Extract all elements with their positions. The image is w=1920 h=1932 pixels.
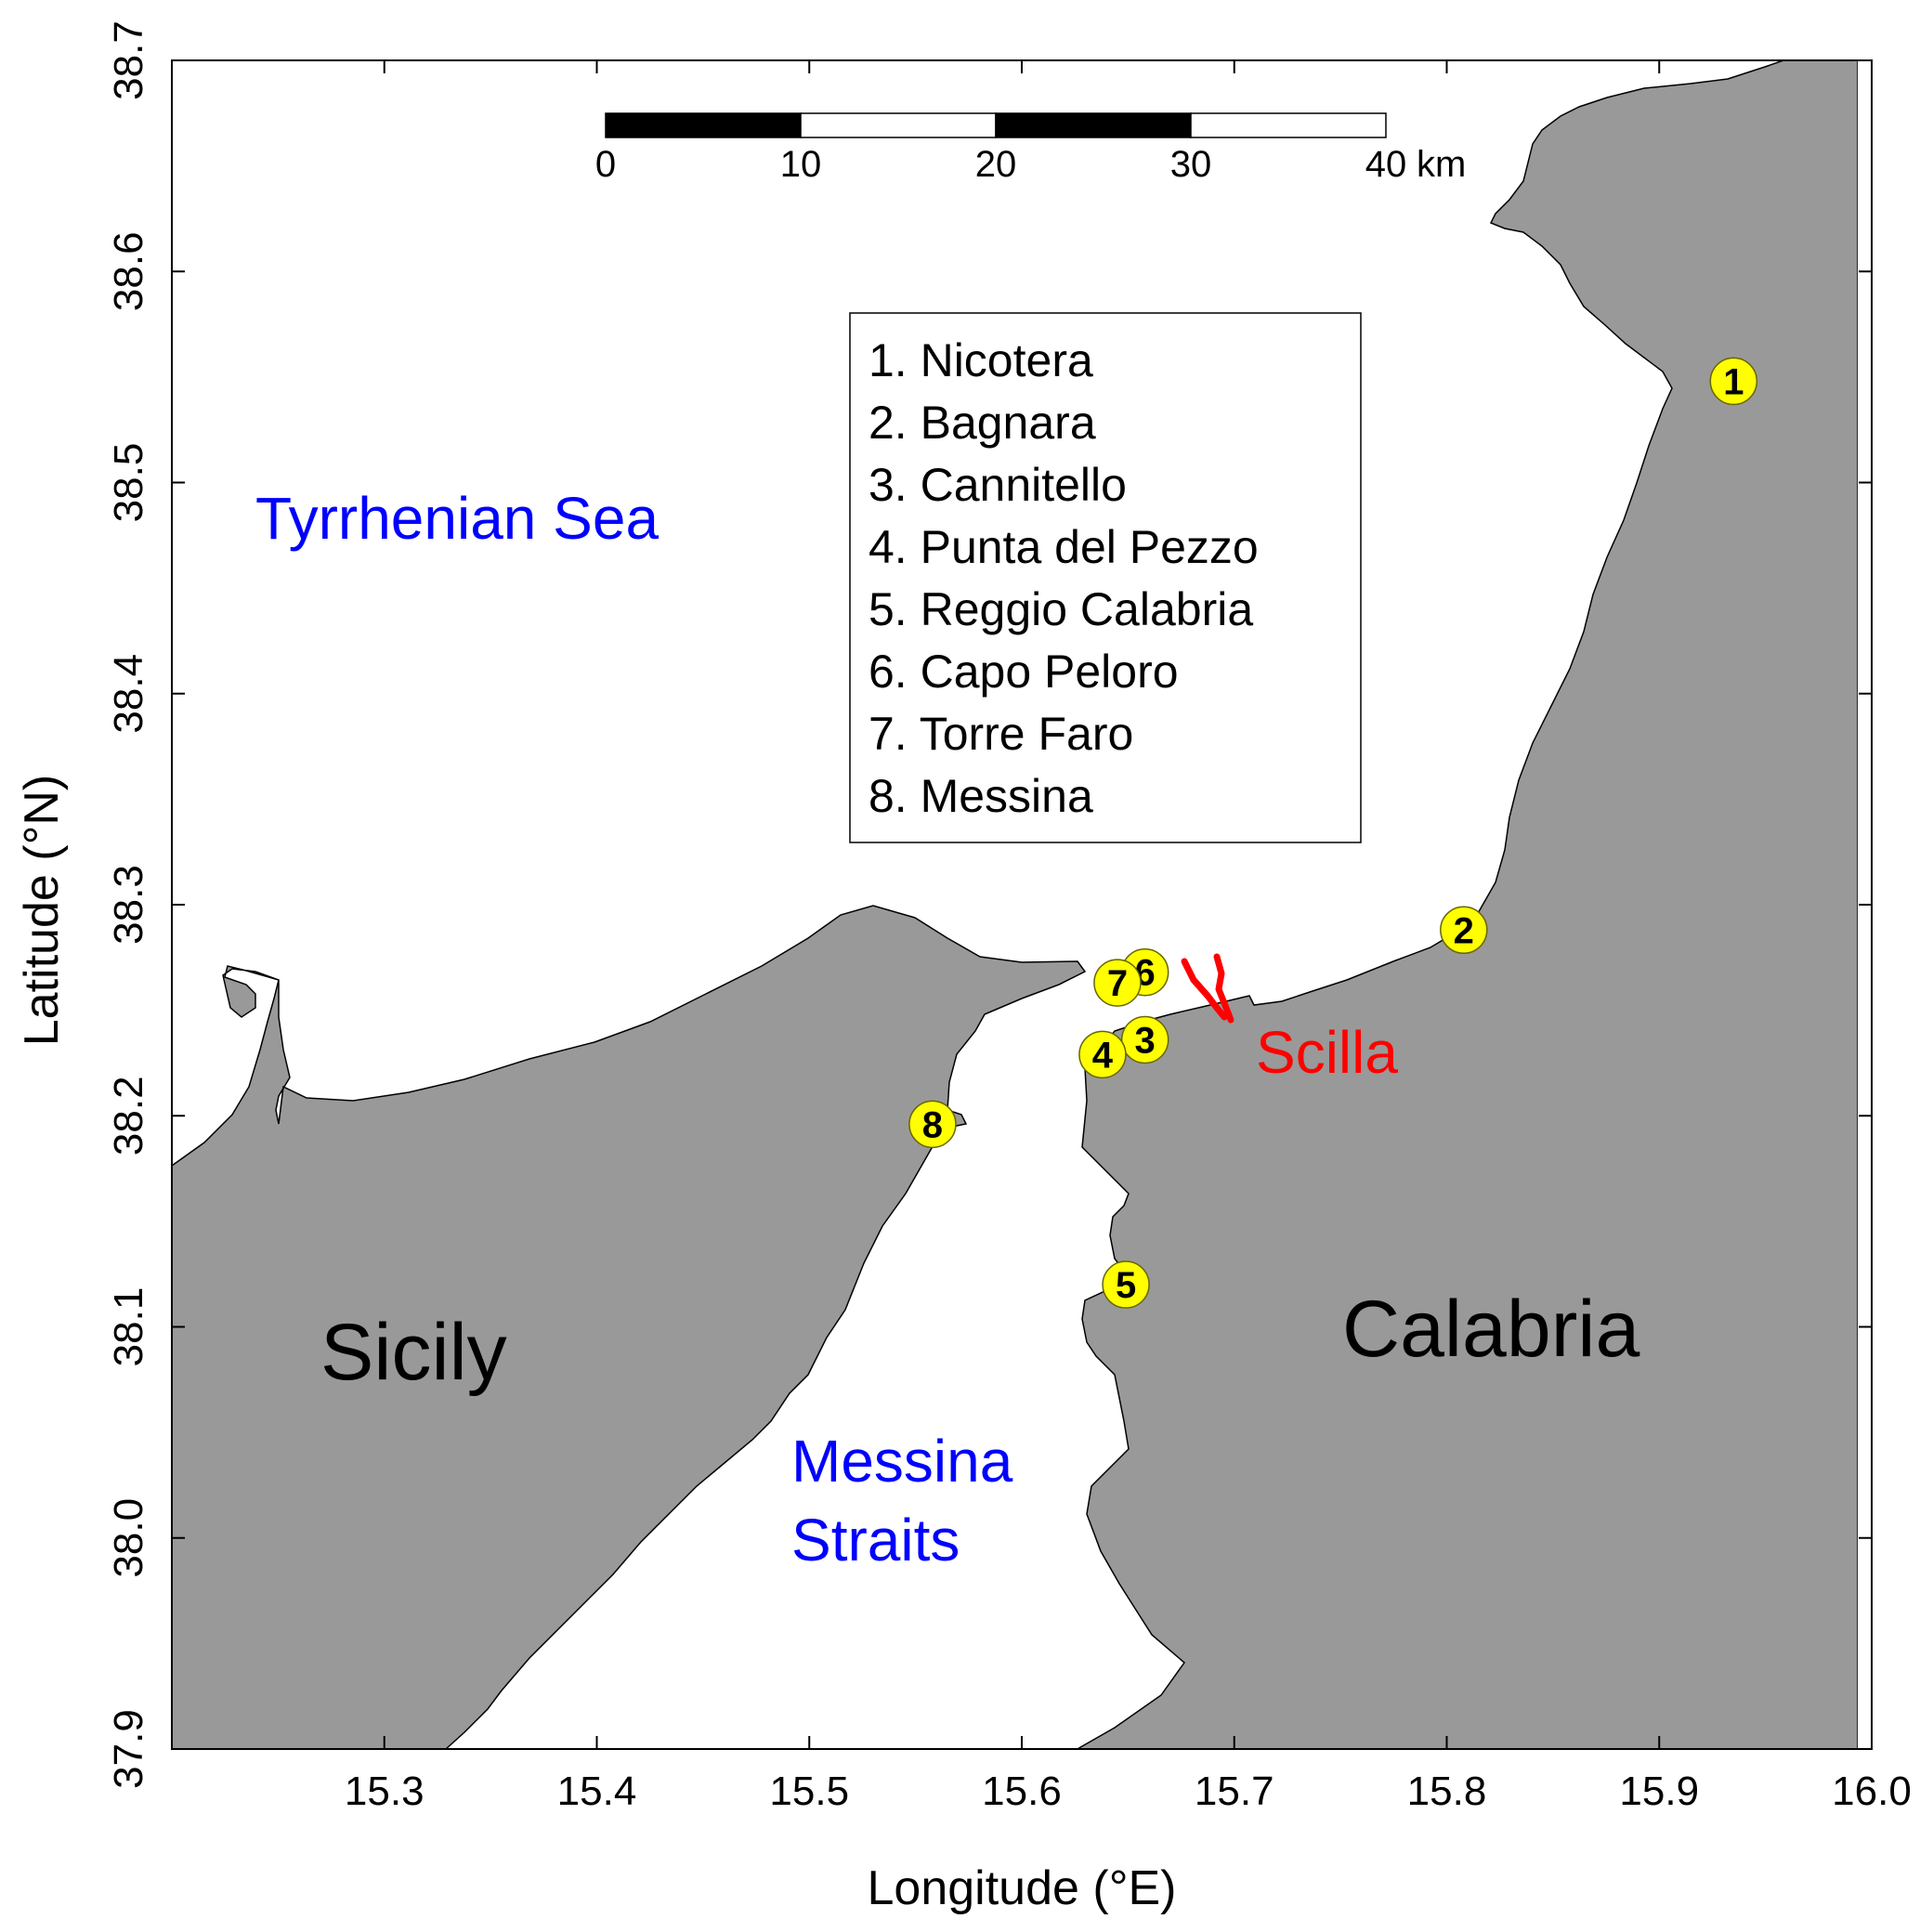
site-marker-circle [1440, 906, 1488, 955]
legend-entry: 5. Reggio Calabria [869, 583, 1253, 635]
legend-box [849, 312, 1362, 843]
legend-entry: 3. Cannitello [869, 459, 1127, 511]
scilla-transect-line [1181, 953, 1234, 1024]
calabria-label: Calabria [1342, 1285, 1639, 1374]
scale-tick-20: 20 [975, 144, 1017, 185]
site-marker-circle [1078, 1030, 1127, 1079]
y-tick-label: 38.0 [106, 1498, 151, 1578]
tyrrhenian-sea-label: Tyrrhenian Sea [255, 485, 659, 552]
legend-entry: 6. Capo Peloro [869, 646, 1179, 698]
site-marker-circle [1120, 1015, 1169, 1064]
y-tick-label: 37.9 [106, 1709, 151, 1789]
x-tick-label: 15.4 [557, 1769, 637, 1814]
y-tick-label: 38.1 [106, 1287, 151, 1367]
scale-tick-30: 30 [1170, 144, 1212, 185]
site-marker-number: 3 [1135, 1020, 1156, 1061]
sicily-landmass [171, 905, 1087, 1750]
legend-entry: 7. Torre Faro [869, 708, 1133, 760]
x-axis: 15.3 15.4 15.5 15.6 15.7 15.8 15.9 16.0 [345, 60, 1912, 1814]
x-tick-label: 15.5 [769, 1769, 849, 1814]
y-axis: 37.9 38.0 38.1 38.2 38.3 38.4 38.5 38.6 38.7 [106, 20, 1872, 1789]
site-marker: 7 [1093, 959, 1142, 1007]
scale-tick-10: 10 [780, 144, 822, 185]
site-marker: 8 [908, 1100, 957, 1149]
scale-segment-2 [800, 112, 997, 138]
x-tick-label: 15.9 [1619, 1769, 1699, 1814]
site-marker-number: 1 [1723, 361, 1744, 402]
legend-entry: 8. Messina [869, 770, 1093, 822]
site-marker-circle [908, 1100, 957, 1149]
site-marker-number: 2 [1454, 910, 1474, 951]
site-marker-number: 5 [1116, 1265, 1136, 1306]
calabria-landmass [1075, 59, 1859, 1750]
y-tick-label: 38.7 [106, 20, 151, 100]
scale-bar: 0 10 20 30 40 km [595, 112, 1466, 185]
site-marker-number: 8 [922, 1104, 943, 1145]
legend-entry: 1. Nicotera [869, 334, 1093, 386]
x-tick-label: 15.8 [1407, 1769, 1487, 1814]
scilla-label: Scilla [1256, 1019, 1398, 1086]
site-marker: 3 [1120, 1015, 1169, 1064]
site-marker: 2 [1440, 906, 1488, 955]
x-tick-label: 16.0 [1832, 1769, 1912, 1814]
scale-tick-40: 40 [1365, 144, 1407, 185]
site-marker: 5 [1102, 1260, 1150, 1309]
scale-segment-4 [1190, 112, 1387, 138]
messina-straits-label-line2: Straits [791, 1507, 960, 1573]
site-marker: 4 [1078, 1030, 1127, 1079]
messina-straits-label-line1: Messina [791, 1428, 1013, 1495]
y-tick-label: 38.4 [106, 654, 151, 734]
legend-entry: 4. Punta del Pezzo [869, 521, 1259, 573]
y-tick-label: 38.3 [106, 865, 151, 945]
scale-segment-3 [995, 112, 1192, 138]
x-tick-label: 15.7 [1195, 1769, 1274, 1814]
site-marker-circle [1093, 959, 1142, 1007]
site-marker-number: 4 [1092, 1035, 1114, 1076]
site-marker-number: 7 [1107, 963, 1128, 1004]
y-tick-label: 38.5 [106, 443, 151, 523]
y-tick-label: 38.6 [106, 231, 151, 311]
y-tick-label: 38.2 [106, 1076, 151, 1155]
x-axis-title: Longitude (°E) [868, 1861, 1177, 1915]
site-marker-circle [1102, 1260, 1150, 1309]
site-marker: 1 [1709, 357, 1758, 406]
site-marker-circle [1709, 357, 1758, 406]
x-tick-label: 15.6 [982, 1769, 1062, 1814]
scale-segment-1 [605, 112, 802, 138]
legend: 1. Nicotera 2. Bagnara 3. Cannitello 4. … [849, 312, 1362, 843]
y-axis-title: Latitude (°N) [15, 775, 69, 1046]
scale-tick-0: 0 [595, 144, 616, 185]
sicily-label: Sicily [320, 1308, 507, 1397]
scale-unit: km [1417, 144, 1466, 185]
legend-entry: 2. Bagnara [869, 397, 1096, 449]
x-tick-label: 15.3 [345, 1769, 424, 1814]
